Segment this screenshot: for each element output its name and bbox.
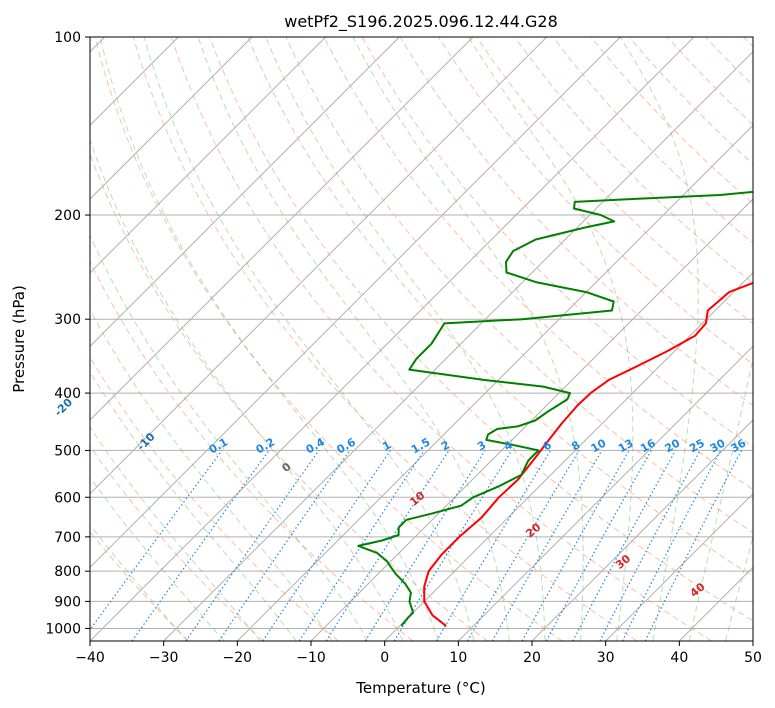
moist-adiabat-line: [90, 234, 369, 641]
y-tick-label: 300: [54, 312, 81, 328]
x-tick-label: −10: [296, 650, 326, 666]
dry-adiabat-line: [90, 260, 414, 641]
x-tick-label: 30: [597, 650, 615, 666]
dry-adiabat-line: [247, 37, 753, 577]
moist-adiabat-line: [143, 37, 475, 641]
isotherm-line: [531, 419, 753, 641]
moist-adiabat-line: [90, 308, 333, 641]
y-tick-label: 400: [54, 386, 81, 402]
isotherm-line: [384, 271, 753, 641]
isotherm-line: [163, 50, 753, 641]
isotherm-line: [457, 345, 753, 641]
moist-adiabat-line: [197, 37, 510, 641]
mixing-ratio-line: [621, 450, 722, 641]
background-lines: [90, 37, 775, 641]
isotherm-line: [90, 37, 474, 421]
mixing-ratio-line: [262, 450, 391, 641]
y-tick-label: 600: [54, 490, 81, 506]
y-axis-title: Pressure (hPa): [10, 285, 28, 393]
dry-adiabat-line: [285, 37, 753, 534]
isotherm-line: [752, 640, 753, 641]
mixing-ratio-line: [545, 450, 652, 641]
y-tick-label: 500: [54, 443, 81, 459]
x-tick-label: 0: [380, 650, 389, 666]
y-tick-label: 200: [54, 208, 81, 224]
isotherm-line: [90, 37, 400, 348]
dry-adiabat-line: [323, 37, 753, 491]
dry-adiabat-line: [90, 445, 264, 641]
x-axis: −40 −30 −20 −10 0 10 20 30 40 50: [75, 641, 762, 666]
profile-line: [357, 190, 753, 627]
mixing-ratio-line: [131, 450, 270, 641]
x-tick-label: −20: [223, 650, 253, 666]
moist-adiabat-line: [90, 426, 261, 641]
mixing-ratio-line: [90, 450, 223, 631]
isotherm-line: [90, 37, 548, 495]
isotherm-line: [90, 37, 327, 274]
mixing-ratio-line: [325, 450, 450, 641]
y-axis: 100 200 300 400 500 600 700 800 900 1000: [45, 30, 90, 637]
isotherm-line: [90, 37, 621, 569]
dry-adiabat-line: [132, 37, 638, 641]
mixing-ratio-line: [521, 450, 630, 641]
moist-adiabat-line: [90, 371, 297, 641]
moist-adiabat-line: [762, 37, 775, 641]
mixing-ratio-line: [298, 450, 425, 641]
isotherm-line: [90, 37, 253, 200]
moist-adiabat-line: [619, 37, 699, 641]
isotherm-line: [90, 37, 695, 641]
x-tick-label: 10: [449, 650, 467, 666]
x-axis-title: Temperature (°C): [355, 679, 485, 697]
moist-adiabat-line: [99, 37, 439, 641]
profile-line: [423, 281, 753, 627]
dry-adiabat-line: [209, 37, 753, 622]
y-tick-label: 1000: [45, 621, 81, 637]
mixing-ratio-line: [572, 450, 677, 641]
mixing-ratio-line: [393, 450, 513, 641]
dry-adiabat-line: [90, 356, 339, 641]
plot-frame: [89, 36, 754, 642]
moist-adiabat-line: [90, 523, 188, 641]
moist-adiabat-line: [725, 534, 753, 641]
y-tick-label: 700: [54, 530, 81, 546]
y-tick-label: 900: [54, 594, 81, 610]
mixing-ratio-line: [644, 450, 743, 641]
moist-adiabat-line: [352, 37, 584, 641]
plot-background: [90, 37, 753, 641]
moist-adiabat-line: [90, 476, 225, 641]
x-tick-label: −30: [149, 650, 179, 666]
dry-adiabat-line: [94, 37, 563, 641]
isotherm-line: [236, 124, 753, 641]
x-tick-label: 20: [523, 650, 541, 666]
chart-title: wetPf2_S196.2025.096.12.44.G28: [284, 12, 558, 32]
moist-adiabat-line: [90, 138, 404, 641]
y-tick-label: 100: [54, 30, 81, 46]
moist-adiabat-line: [265, 37, 546, 641]
mixing-ratio-line: [185, 450, 320, 641]
dry-adiabat-line: [476, 37, 753, 325]
x-tick-label: 50: [744, 650, 762, 666]
isotherm-line: [605, 492, 753, 641]
y-tick-label: 800: [54, 564, 81, 580]
x-tick-label: 40: [670, 650, 688, 666]
profile-series: [357, 190, 753, 627]
dry-adiabat-line: [514, 37, 753, 284]
x-tick-label: −40: [75, 650, 105, 666]
mixing-ratio-line: [218, 450, 351, 641]
moist-adiabat-line: [688, 355, 753, 641]
